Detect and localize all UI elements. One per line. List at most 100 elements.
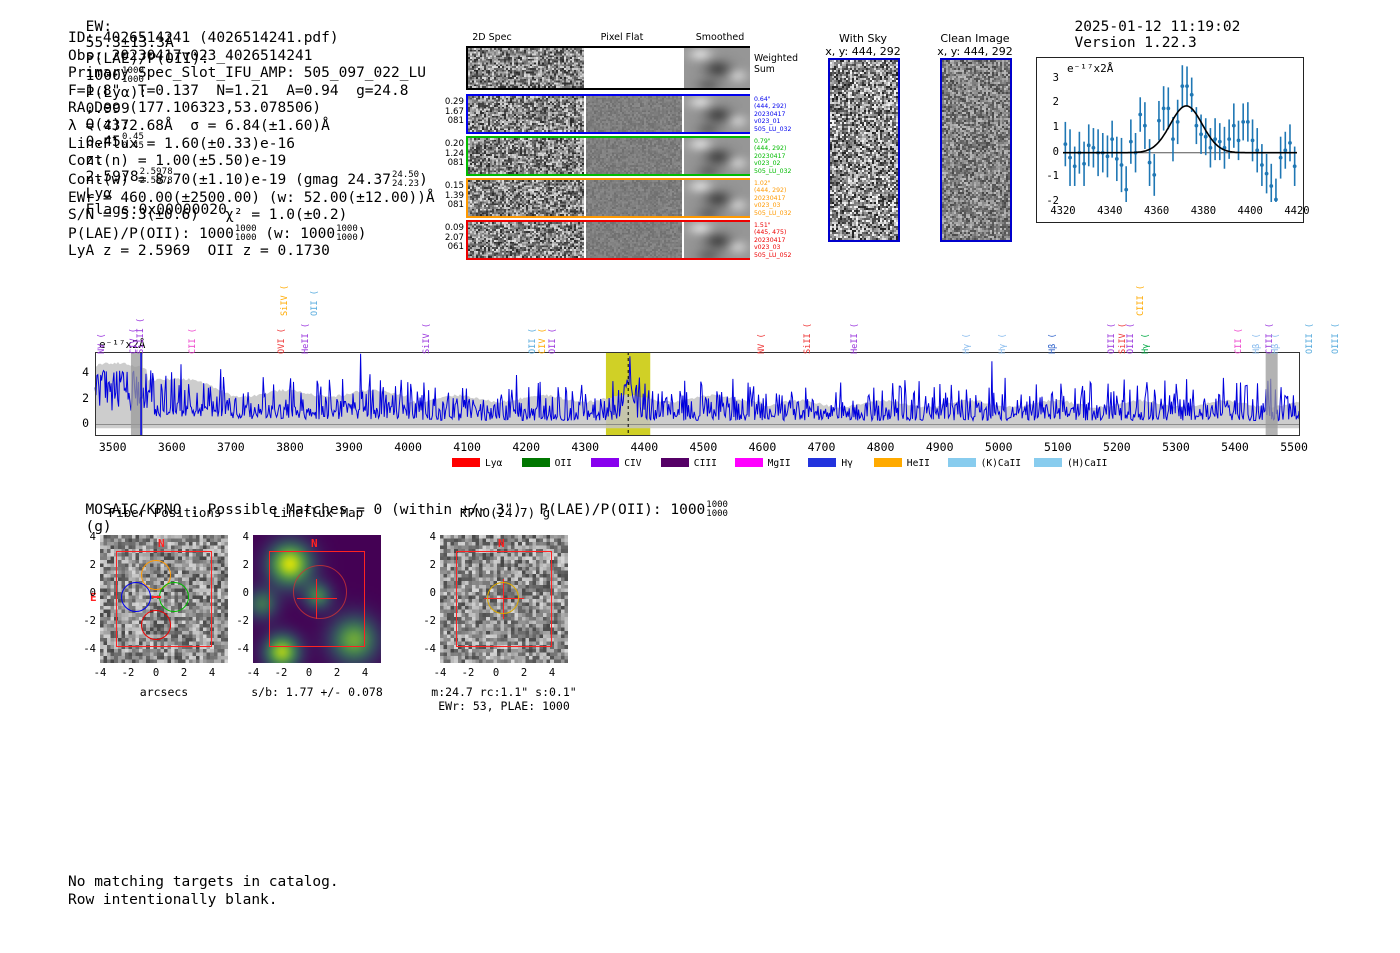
mosaic-image-panels: Fiber Positions N E -4 -2 0 2 4 4 2 0 -2 -4 arcsecs Li… [0, 505, 660, 735]
pixel-flat-image [586, 180, 682, 216]
mosaic-panel-caption-0: arcsecs [50, 685, 278, 699]
z-hi: 2.5978 [139, 166, 173, 177]
spectrum-line-label: SiII ( [802, 322, 813, 354]
spec2d-fiber-row [466, 220, 750, 260]
z-value: 2.5978 [85, 168, 139, 185]
smoothed-image [684, 48, 750, 88]
mosaic-fov-box [456, 551, 552, 647]
info-radec: RA,Dec (177.106323,53.078506) [68, 100, 322, 117]
mosaic-ytick: 4 [242, 531, 249, 543]
fiber-circle [141, 560, 171, 590]
mosaic-ytick: 4 [89, 531, 96, 543]
fit-plot-ytick: 2 [1052, 96, 1059, 109]
fit-plot-ytick: -2 [1046, 195, 1059, 207]
info-plae-post: ) [357, 225, 367, 242]
spectrum-xtick: 4400 [630, 440, 659, 454]
legend-label: CIII [693, 458, 717, 469]
spectrum-line-label: CII ( [1233, 328, 1244, 354]
info-plae-w-lo: 1000 [336, 232, 358, 243]
mosaic-xtick: -2 [461, 667, 475, 679]
spectrum-line-label: OII ( [309, 290, 320, 316]
spec2d-column-title-1: Pixel Flat [600, 32, 644, 43]
spectrum-xtick: 4100 [453, 440, 481, 454]
target-crosshair [152, 596, 161, 598]
spectrum-xtick: 5400 [1221, 440, 1249, 454]
mosaic-ytick: -2 [83, 615, 96, 627]
mosaic-xtick: -2 [274, 667, 288, 679]
spectrum-line-label: CIII ( [1136, 284, 1147, 316]
spectrum-line-label: SiIV ( [279, 284, 290, 316]
compass-east-label: E [90, 591, 97, 604]
spectrum-xtick: 5200 [1103, 440, 1131, 454]
spec2d-fiber-row [466, 94, 750, 134]
mosaic-xtick: 4 [361, 667, 369, 679]
spec2d-image [468, 96, 584, 132]
aperture-circle [487, 582, 519, 614]
fiber-row-stats: 0.09 2.07 061 [444, 223, 464, 253]
spectrum-line-label: Hβ ( [1047, 333, 1058, 354]
mosaic-ytick: -2 [236, 615, 249, 627]
compass-north-label: N [311, 537, 318, 550]
qz-value: 0.45 [85, 134, 121, 151]
mosaic-xtick: -4 [433, 667, 447, 679]
pixel-flat-image [586, 48, 682, 88]
caption-line-1: m:24.7 rc:1.1" s:0.1" [431, 685, 577, 699]
plae-label: P(LAE)/P(OII): [85, 51, 210, 67]
footer-line-1: No matching targets in catalog. [68, 874, 339, 890]
mosaic-ytick: 2 [89, 559, 96, 571]
info-plae-pre: P(LAE)/P(OII): 1000 [68, 225, 234, 242]
spectrum-line-label: OVI ( [277, 328, 288, 354]
spectrum-xtick: 3900 [335, 440, 363, 454]
spectrum-ytick: 0 [82, 416, 89, 431]
footer-line-2: Row intentionally blank. [68, 891, 278, 908]
legend-swatch [452, 458, 480, 467]
detection-info-block: ID: 4026514241 (4026514241.pdf) Obs: 202… [68, 30, 435, 261]
mosaic-ytick: 2 [242, 559, 249, 571]
spectrum-xtick: 4900 [925, 440, 954, 454]
spectrum-xtick: 4800 [866, 440, 895, 454]
z-label: z: [85, 151, 104, 168]
mosaic-xtick: 2 [333, 667, 341, 679]
fit-plot-canvas [1063, 65, 1297, 202]
compass-north-label: N [158, 537, 165, 550]
spectrum-line-label: Hγ ( [997, 333, 1008, 354]
legend-swatch [734, 458, 763, 467]
legend-label: CIV [624, 458, 642, 469]
spec2d-image [468, 138, 584, 174]
info-cont-w-pre: Cont(w) = 8.70(±1.10)e-19 (gmag 24.37 [68, 171, 392, 188]
spectrum-legend-item: CIII [660, 458, 717, 469]
spectrum-xtick: 4200 [512, 440, 541, 454]
info-spec-slot: Primary Spec_Slot_IFU_AMP: 505_097_022_L… [68, 65, 426, 82]
spectrum-ytick: 2 [82, 390, 89, 405]
mosaic-ytick: 2 [429, 559, 436, 571]
z-species: Lyα [85, 185, 113, 202]
z-lo: 2.5978 [139, 175, 173, 186]
smoothed-image [684, 96, 750, 132]
cutout-name: With Sky [839, 32, 887, 45]
fit-plot-ytick: 3 [1052, 71, 1059, 84]
mosaic-xtick: -4 [246, 667, 260, 679]
flags-value: Flags:0x00000020 [85, 201, 227, 218]
info-plae-hi: 1000 [234, 223, 257, 234]
mosaic-fov-box [269, 551, 365, 647]
mosaic-ytick: 0 [89, 587, 96, 599]
weighted-sum-label: Weighted Sum [754, 53, 799, 75]
spectrum-xtick: 4000 [394, 440, 422, 454]
spectrum-xtick: 4600 [748, 440, 777, 454]
ew-value: 55.3±13.3Å [85, 35, 174, 51]
spectrum-line-label: CII ( [188, 328, 199, 354]
image-cutouts-panel: With Sky x, y: 444, 292 Clean Image x, y: 4… [800, 32, 1030, 250]
spectrum-legend-item: (K)CaII [947, 458, 1021, 469]
mosaic-ytick: -4 [83, 643, 96, 655]
spec2d-image [468, 222, 584, 258]
mosaic-panel-title-1: Lineflux Map [272, 505, 364, 520]
spectrum-line-label: OII ( [528, 328, 539, 354]
legend-label: (H)CaII [1067, 458, 1108, 469]
legend-label: MgII [767, 458, 791, 469]
aperture-circle [293, 565, 347, 619]
info-seeing: F=1.8" T=0.137 N=1.21 A=0.94 g=24.8 [68, 82, 409, 99]
spectrum-line-label: HeII ( [849, 322, 860, 354]
fiber-circle [121, 582, 151, 612]
smoothed-image [684, 222, 750, 258]
smoothed-image [684, 180, 750, 216]
